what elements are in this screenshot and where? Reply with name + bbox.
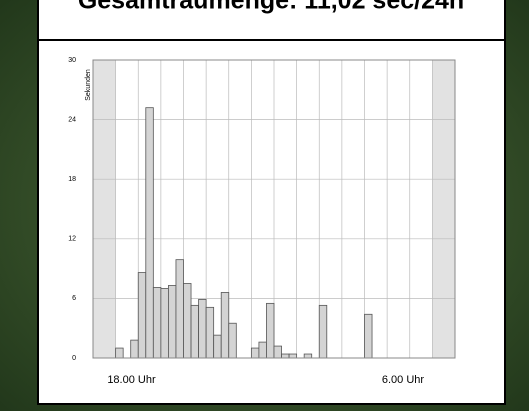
plot-frame	[92, 59, 456, 359]
bar	[303, 353, 313, 359]
bar	[145, 107, 154, 359]
bar	[213, 334, 222, 359]
bar	[198, 298, 207, 359]
bar	[115, 347, 124, 359]
y-tick-label: 24	[68, 116, 76, 123]
bar	[250, 347, 260, 359]
y-axis-label: Sekunden	[85, 69, 92, 101]
bar	[205, 306, 215, 359]
bar	[266, 302, 275, 359]
bar	[281, 353, 290, 359]
bar	[130, 339, 139, 359]
bar	[288, 353, 298, 359]
chart-title: Gesamtraumenge: 11,02 sec/24h	[78, 0, 464, 15]
bar	[190, 304, 199, 359]
shaded-band	[93, 60, 116, 358]
bar	[168, 285, 177, 359]
bar	[152, 287, 162, 359]
bar	[160, 288, 169, 359]
bar	[137, 272, 147, 359]
y-tick-label: 0	[72, 355, 76, 362]
bar	[175, 259, 184, 359]
bar	[273, 345, 282, 359]
bar	[183, 283, 192, 359]
y-tick-label: 18	[68, 176, 76, 183]
shaded-band	[432, 60, 455, 358]
y-tick-label: 6	[72, 295, 76, 302]
y-tick-label: 30	[68, 57, 76, 64]
bar	[228, 322, 237, 359]
bar	[318, 304, 328, 359]
bar	[258, 341, 267, 359]
bar	[364, 313, 373, 359]
y-tick-label: 12	[68, 236, 76, 243]
bar	[220, 292, 230, 359]
x-tick-label: 6.00 Uhr	[382, 374, 425, 386]
x-tick-label: 18.00 Uhr	[107, 374, 156, 386]
